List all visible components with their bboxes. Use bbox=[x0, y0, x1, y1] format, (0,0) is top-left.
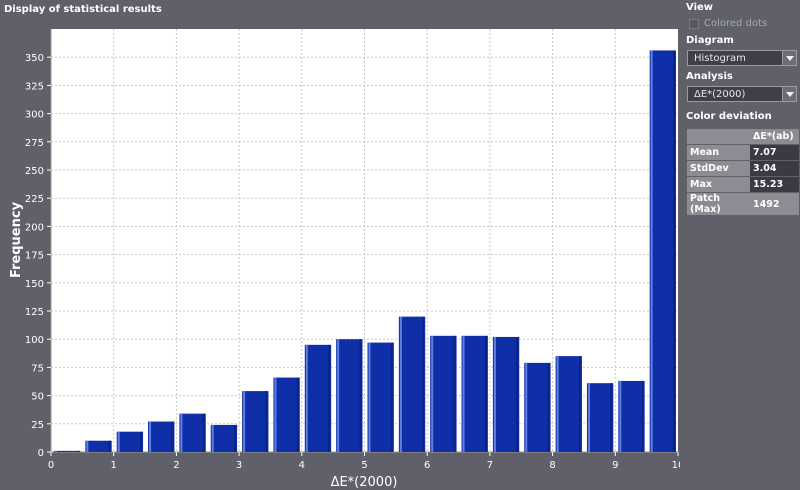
histogram-bar bbox=[398, 316, 426, 452]
analysis-section-title: Analysis bbox=[686, 71, 733, 82]
analysis-dropdown-value: ΔE*(2000) bbox=[694, 88, 746, 100]
x-tick-label: 0 bbox=[48, 460, 54, 471]
checkbox-box[interactable] bbox=[689, 18, 699, 29]
y-ticks: 0 25 50 75 100 125 150 175 200 225 250 275 300 325 350 bbox=[25, 53, 51, 459]
stats-label: Mean bbox=[687, 144, 750, 161]
right-panel: View Colored dots Diagram Histogram Anal… bbox=[685, 0, 800, 490]
histogram-bar bbox=[524, 362, 551, 452]
plot-area bbox=[51, 29, 678, 452]
window-title: Display of statistical results bbox=[4, 4, 162, 15]
y-tick-label: 250 bbox=[25, 166, 44, 177]
histogram-bar bbox=[649, 50, 676, 452]
stats-value: 7.07 bbox=[749, 144, 799, 161]
stats-header-empty bbox=[687, 129, 750, 145]
view-section-title: View bbox=[686, 2, 714, 13]
x-tick-label: 10 bbox=[672, 460, 680, 471]
x-tick-label: 1 bbox=[111, 460, 117, 471]
color-deviation-title: Color deviation bbox=[686, 111, 772, 122]
stats-label: StdDev bbox=[687, 160, 750, 177]
bars-layer bbox=[54, 50, 676, 452]
histogram-bar bbox=[367, 342, 394, 452]
histogram-bar bbox=[210, 424, 238, 452]
histogram-bar bbox=[304, 344, 332, 452]
y-tick-label: 300 bbox=[25, 110, 44, 121]
stats-label: Patch (Max) bbox=[687, 192, 750, 216]
colored-dots-label: Colored dots bbox=[704, 18, 768, 29]
y-tick-label: 175 bbox=[25, 251, 44, 262]
stats-label: Max bbox=[687, 176, 750, 193]
stats-row-max: Max 15.23 bbox=[687, 176, 799, 193]
y-tick-label: 275 bbox=[25, 138, 44, 149]
chevron-down-icon[interactable] bbox=[782, 51, 796, 65]
histogram-bar bbox=[336, 339, 363, 452]
stats-row-patch-max: Patch (Max) 1492 bbox=[687, 192, 799, 216]
y-tick-label: 150 bbox=[25, 279, 44, 290]
chevron-down-icon[interactable] bbox=[782, 87, 796, 101]
stats-header-metric: ΔE*(ab) bbox=[749, 129, 799, 145]
x-tick-label: 8 bbox=[549, 460, 555, 471]
y-tick-label: 350 bbox=[25, 53, 44, 64]
histogram-bar bbox=[492, 336, 520, 452]
histogram-bar bbox=[618, 380, 645, 452]
diagram-section-title: Diagram bbox=[686, 35, 734, 46]
x-ticks: 0 1 2 3 4 5 6 7 8 9 10 bbox=[48, 452, 680, 471]
colored-dots-checkbox[interactable]: Colored dots bbox=[689, 18, 767, 29]
x-axis-label: ΔE*(2000) bbox=[331, 475, 398, 490]
histogram-chart: 0 25 50 75 100 125 150 175 200 225 250 275 300 325 350… bbox=[9, 29, 680, 490]
y-axis-label: Frequency bbox=[9, 201, 24, 278]
stats-row-stddev: StdDev 3.04 bbox=[687, 160, 799, 177]
analysis-dropdown[interactable]: ΔE*(2000) bbox=[687, 86, 797, 102]
stats-value: 3.04 bbox=[749, 160, 799, 177]
stats-value: 1492 bbox=[749, 192, 799, 216]
y-tick-label: 325 bbox=[25, 81, 44, 92]
stats-row-mean: Mean 7.07 bbox=[687, 144, 799, 161]
histogram-bar bbox=[430, 335, 457, 452]
x-tick-label: 6 bbox=[424, 460, 430, 471]
stats-table: ΔE*(ab) Mean 7.07 StdDev 3.04 Max 15.23 … bbox=[687, 129, 799, 216]
histogram-bar bbox=[148, 421, 175, 452]
x-tick-label: 7 bbox=[487, 460, 493, 471]
x-tick-label: 3 bbox=[236, 460, 242, 471]
y-tick-label: 25 bbox=[31, 420, 44, 431]
histogram-bar bbox=[179, 413, 206, 452]
y-tick-label: 0 bbox=[38, 448, 44, 459]
y-tick-label: 75 bbox=[31, 363, 44, 374]
x-tick-label: 5 bbox=[361, 460, 367, 471]
stats-header-row: ΔE*(ab) bbox=[687, 129, 799, 145]
histogram-bar bbox=[116, 431, 144, 452]
histogram-bar bbox=[555, 356, 582, 452]
histogram-bar bbox=[54, 450, 81, 452]
y-tick-label: 100 bbox=[25, 335, 44, 346]
stats-value: 15.23 bbox=[749, 176, 799, 193]
histogram-bar bbox=[242, 391, 269, 452]
histogram-svg: 0255075100125150175200225250275300325350… bbox=[9, 29, 680, 490]
histogram-bar bbox=[273, 377, 300, 452]
y-tick-label: 50 bbox=[31, 392, 44, 403]
histogram-bar bbox=[586, 383, 614, 452]
histogram-bar bbox=[461, 335, 488, 452]
x-tick-label: 9 bbox=[612, 460, 618, 471]
histogram-bar bbox=[85, 440, 112, 452]
y-tick-label: 225 bbox=[25, 194, 44, 205]
x-tick-label: 2 bbox=[173, 460, 179, 471]
diagram-dropdown[interactable]: Histogram bbox=[687, 50, 797, 66]
x-tick-label: 4 bbox=[299, 460, 305, 471]
diagram-dropdown-value: Histogram bbox=[694, 52, 746, 64]
y-tick-label: 200 bbox=[25, 222, 44, 233]
y-tick-label: 125 bbox=[25, 307, 44, 318]
